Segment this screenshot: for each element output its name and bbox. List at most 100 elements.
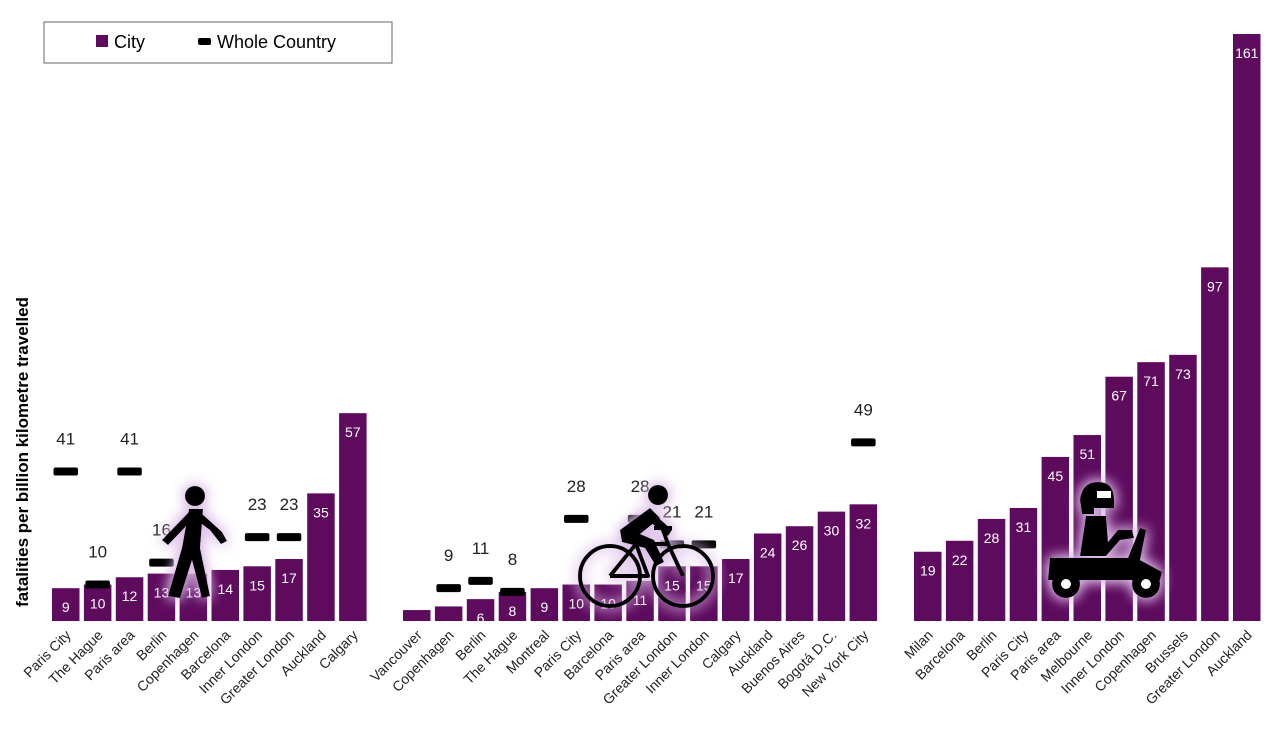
legend-city-label: City (114, 32, 145, 52)
bar-pedestrian-7 (275, 559, 303, 621)
country-value-label: 9 (444, 546, 453, 565)
bar-value-label: 14 (217, 581, 233, 597)
bar-motorcyclist-1 (945, 540, 974, 621)
country-value-label: 21 (662, 502, 681, 521)
bar-pedestrian-8 (307, 493, 335, 621)
bar-value-label: 13 (186, 585, 202, 601)
bar-value-label: 73 (1175, 366, 1191, 382)
country-value-label: 49 (854, 400, 873, 419)
country-value-label: 23 (280, 495, 299, 514)
bar-value-label: 15 (249, 577, 265, 593)
bar-value-label: 71 (1143, 373, 1159, 389)
bar-value-label: 3 (413, 621, 421, 637)
bar-value-label: 35 (313, 504, 329, 520)
country-marker-pedestrian-6 (244, 533, 270, 542)
bar-pedestrian-1 (83, 584, 112, 621)
country-value-label: 21 (694, 502, 713, 521)
country-value-label: 8 (508, 550, 517, 569)
legend-city-swatch (96, 35, 108, 47)
country-marker-cyclist-3 (500, 587, 525, 596)
bar-value-label: 10 (90, 596, 106, 612)
bar-motorcyclist-9 (1201, 267, 1229, 621)
bar-value-label: 11 (633, 592, 648, 608)
bar-motorcyclist-8 (1169, 354, 1197, 621)
bar-value-label: 57 (345, 424, 361, 440)
country-marker-pedestrian-3 (149, 558, 174, 567)
bar-cyclist-1 (434, 606, 463, 621)
bar-cyclist-2 (466, 599, 495, 621)
y-axis-title: fatalities per billion kilometre travell… (13, 297, 32, 607)
bar-cyclist-4 (530, 588, 559, 621)
bar-value-label: 161 (1235, 45, 1259, 61)
bar-value-label: 15 (664, 577, 680, 593)
bar-value-label: 26 (792, 537, 808, 553)
bar-cyclist-12 (785, 526, 814, 621)
bar-pedestrian-5 (211, 569, 239, 621)
bar-value-label: 22 (952, 552, 968, 568)
bar-value-label: 13 (154, 585, 170, 601)
bar-cyclist-13 (817, 511, 846, 621)
bar-value-label: 17 (728, 570, 744, 586)
bar-motorcyclist-0 (914, 551, 942, 621)
bar-value-label: 19 (920, 563, 936, 579)
country-value-label: 28 (567, 477, 586, 496)
bar-value-label: 30 (824, 523, 840, 539)
country-marker-pedestrian-0 (53, 467, 78, 476)
legend-country-label: Whole Country (217, 32, 336, 52)
country-marker-cyclist-2 (468, 576, 493, 585)
bar-value-label: 67 (1111, 388, 1127, 404)
bar-motorcyclist-3 (1009, 507, 1038, 621)
pedestrian-icon (162, 486, 227, 598)
country-marker-pedestrian-7 (276, 533, 302, 542)
bar-value-label: 10 (568, 596, 584, 612)
bar-value-label: 32 (856, 515, 872, 531)
bar-cyclist-0 (403, 610, 431, 621)
legend: City Whole Country (43, 21, 393, 64)
country-value-label: 11 (472, 539, 490, 558)
bar-value-label: 24 (760, 544, 776, 560)
motorcyclist-icon (1048, 482, 1162, 598)
legend-country-swatch (198, 38, 211, 45)
bar-pedestrian-3 (147, 573, 176, 621)
bar-pedestrian-9 (339, 413, 367, 621)
mode-icons-layer (162, 482, 1162, 608)
country-value-label: 10 (88, 543, 107, 562)
bar-cyclist-10 (722, 559, 750, 621)
bar-pedestrian-6 (243, 566, 271, 621)
bar-cyclist-11 (753, 533, 782, 621)
country-value-label: 41 (120, 430, 139, 449)
bar-value-label: 97 (1207, 278, 1223, 294)
country-marker-cyclist-1 (436, 584, 461, 593)
bar-value-label: 9 (540, 599, 548, 615)
country-value-label: 41 (56, 430, 75, 449)
country-value-label: 28 (631, 477, 650, 496)
bar-value-label: 45 (1048, 468, 1064, 484)
country-marker-cyclist-9 (691, 540, 717, 549)
bar-value-label: 8 (509, 603, 517, 619)
country-markers-layer: 41 10 41 16 23 23 9 11 8 28 28 21 21 49 (53, 400, 876, 596)
country-value-label: 23 (248, 495, 267, 514)
bar-cyclist-3 (498, 591, 527, 621)
cyclist-icon (578, 485, 715, 608)
country-marker-cyclist-5 (564, 514, 589, 523)
country-marker-pedestrian-1 (85, 580, 110, 589)
bar-motorcyclist-2 (977, 518, 1006, 621)
bar-value-label: 6 (477, 610, 485, 626)
bar-value-label: 12 (122, 588, 138, 604)
bar-pedestrian-2 (115, 577, 144, 621)
bar-value-label: 4 (445, 617, 453, 633)
bar-cyclist-7 (626, 580, 654, 621)
bar-motorcyclist-10 (1233, 34, 1261, 621)
bar-value-label: 31 (1016, 519, 1032, 535)
bar-value-label: 28 (984, 530, 1000, 546)
bar-value-label: 9 (62, 599, 70, 615)
bar-pedestrian-0 (52, 588, 80, 621)
country-value-label: 16 (152, 521, 171, 540)
bar-value-label: 51 (1079, 446, 1095, 462)
bar-value-label: 17 (281, 570, 297, 586)
country-marker-cyclist-14 (851, 438, 876, 447)
bar-cyclist-14 (849, 504, 878, 621)
country-marker-pedestrian-2 (117, 467, 142, 476)
